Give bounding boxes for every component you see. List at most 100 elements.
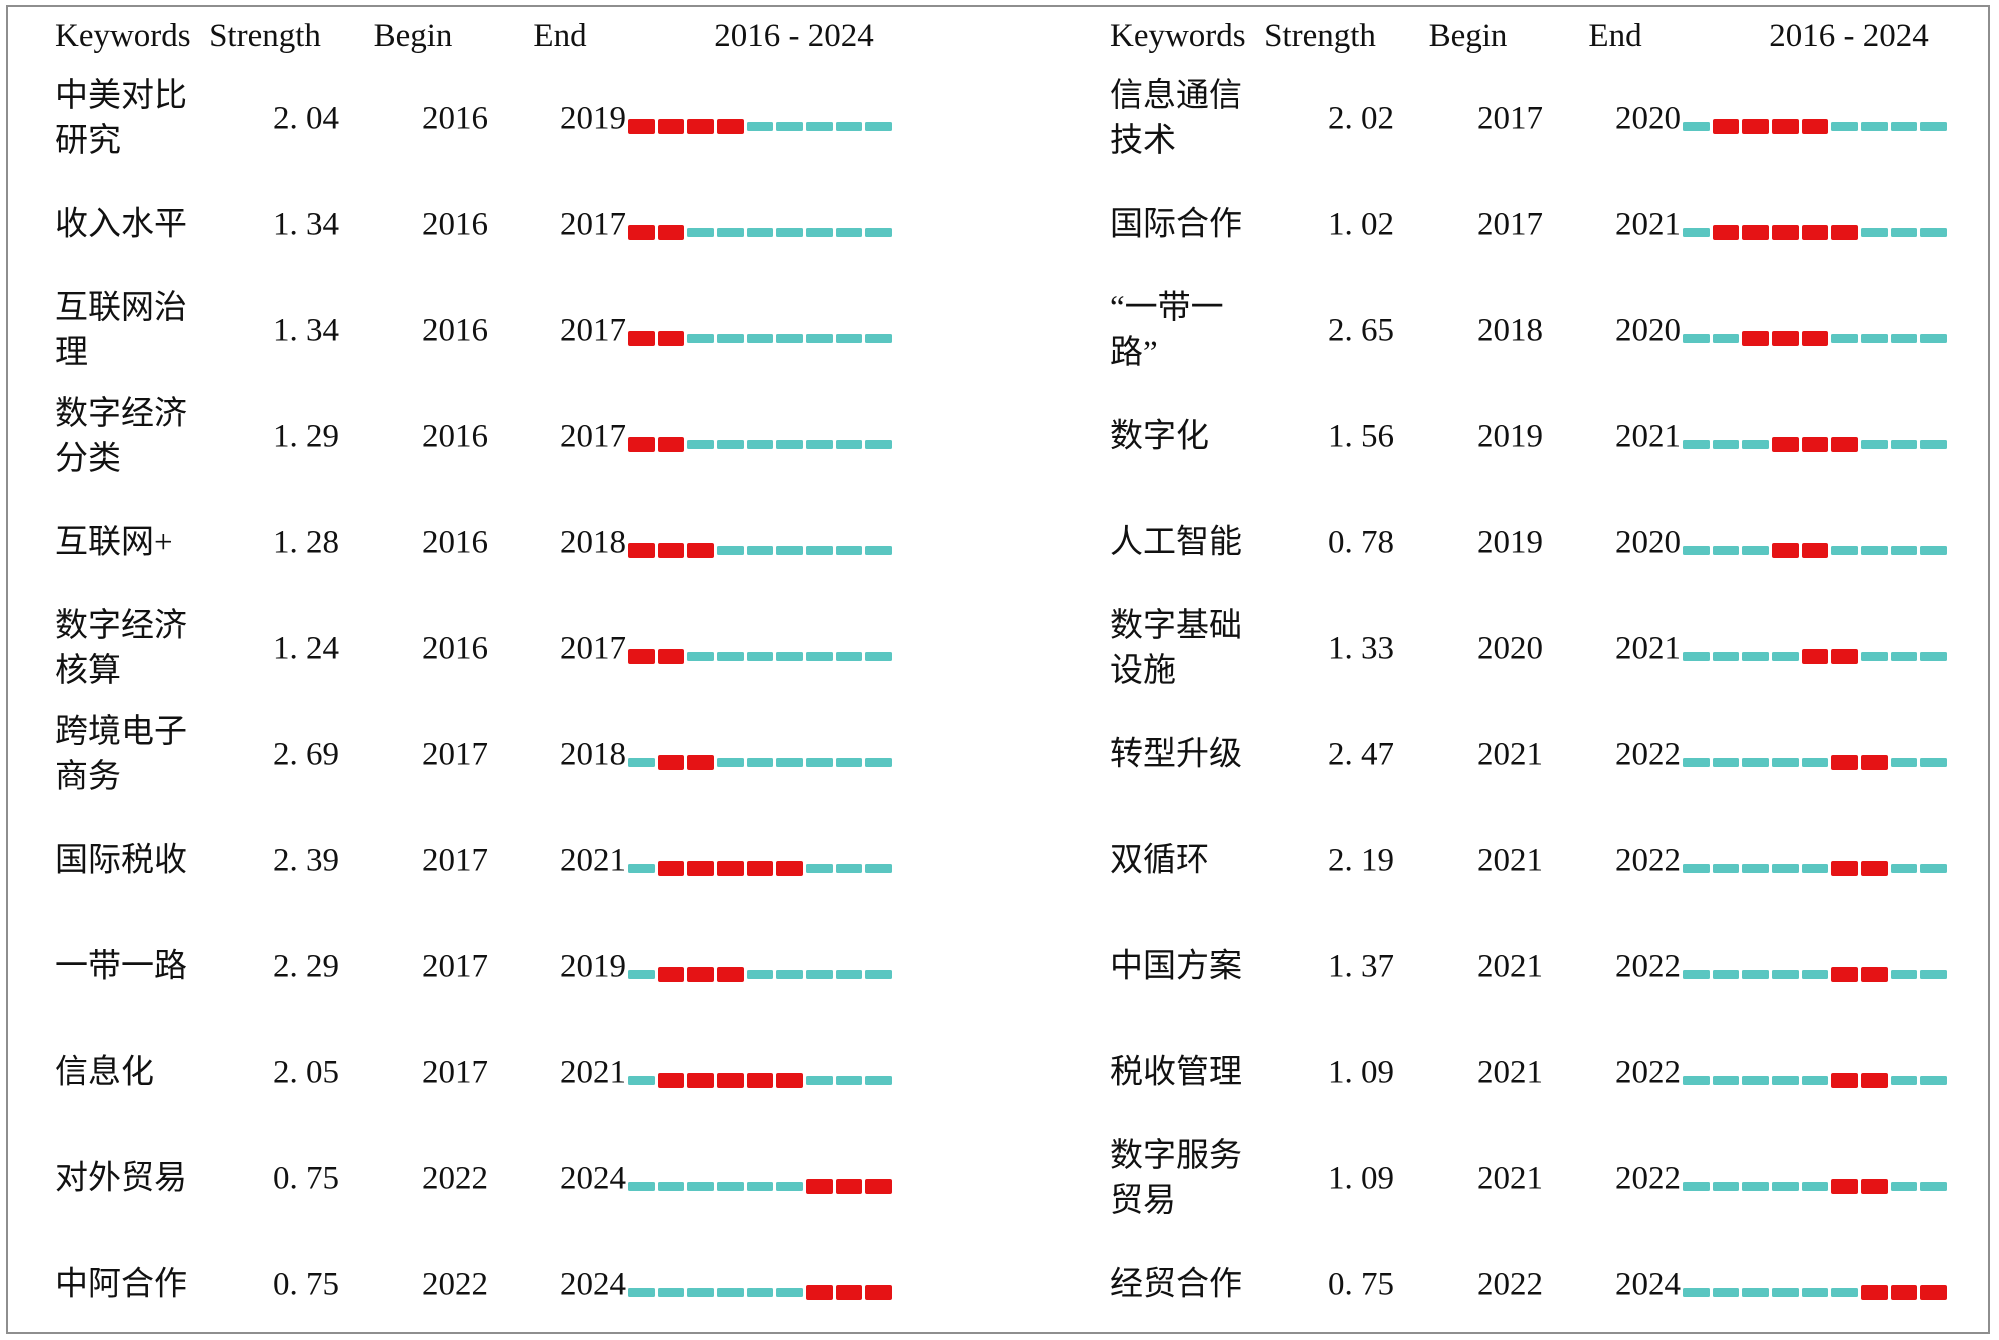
baseline-year-segment [628,863,655,873]
strength-value: 1. 02 [1328,206,1394,243]
baseline-year-segment [746,1287,774,1297]
end-year: 2017 [560,630,626,667]
baseline-year-segment [776,121,804,131]
baseline-year-segment [806,227,833,237]
burst-year-segment [1831,966,1859,982]
baseline-year-segment [1742,651,1770,661]
baseline-year-segment [687,333,715,343]
strength-value: 1. 56 [1328,418,1394,455]
table-row: 对外贸易 0. 75 2022 2024 [55,1126,960,1232]
end-year: 2018 [560,524,626,561]
burst-year-segment [1861,1178,1888,1194]
baseline-year-segment [1742,969,1770,979]
baseline-year-segment [1683,333,1710,343]
baseline-year-segment [717,333,744,343]
baseline-year-segment [776,651,804,661]
begin-year: 2016 [422,418,488,455]
baseline-year-segment [746,121,774,131]
table-row: 互联网+ 1. 28 2016 2018 [55,490,960,596]
keyword-label: 国际税收 [55,842,187,879]
end-year: 2020 [1615,524,1681,561]
baseline-year-segment [1861,439,1888,449]
baseline-year-segment [776,227,804,237]
begin-year: 2021 [1477,1160,1543,1197]
burst-year-segment [628,648,655,664]
baseline-year-segment [1831,1287,1859,1297]
burst-year-segment [628,542,655,558]
end-year: 2022 [1615,948,1681,985]
baseline-year-segment [628,757,655,767]
burst-year-segment [717,860,744,876]
burst-timeline-bar [628,118,893,134]
keyword-label: 数字经济分类 [55,396,187,477]
baseline-year-segment [746,969,774,979]
burst-year-segment [717,1072,744,1088]
keyword-label: 双循环 [1110,842,1209,879]
column-header-year-range: 2016 - 2024 [1769,18,1929,54]
keyword-label: 国际合作 [1110,206,1242,243]
baseline-year-segment [1742,863,1770,873]
burst-timeline-bar [1683,1072,1948,1088]
burst-year-segment [746,860,774,876]
burst-year-segment [628,436,655,452]
baseline-year-segment [746,651,774,661]
end-year: 2022 [1615,1054,1681,1091]
baseline-year-segment [776,969,804,979]
keyword-label: 互联网+ [55,524,173,561]
baseline-year-segment [1920,227,1948,237]
column-header-keywords: Keywords [55,18,191,54]
baseline-year-segment [657,1287,685,1297]
table-row: 数字化 1. 56 2019 2021 [1110,384,1999,490]
baseline-year-segment [865,651,893,661]
burst-year-segment [1861,754,1888,770]
burst-year-segment [657,648,685,664]
begin-year: 2022 [1477,1266,1543,1303]
burst-year-segment [1831,1178,1859,1194]
baseline-year-segment [806,863,833,873]
table-row: 跨境电子商务 2. 69 2017 2018 [55,702,960,808]
begin-year: 2021 [1477,948,1543,985]
baseline-year-segment [657,1181,685,1191]
end-year: 2021 [1615,418,1681,455]
baseline-year-segment [1920,757,1948,767]
baseline-year-segment [1920,651,1948,661]
burst-year-segment [1801,648,1829,664]
baseline-year-segment [1712,1287,1740,1297]
burst-year-segment [657,966,685,982]
baseline-year-segment [717,439,744,449]
baseline-year-segment [1742,439,1770,449]
baseline-year-segment [1890,1181,1918,1191]
baseline-year-segment [1772,1181,1799,1191]
burst-year-segment [657,330,685,346]
table-row: 收入水平 1. 34 2016 2017 [55,172,960,278]
baseline-year-segment [865,863,893,873]
table-row: 信息化 2. 05 2017 2021 [55,1020,960,1126]
baseline-year-segment [1772,651,1799,661]
baseline-year-segment [1861,545,1888,555]
baseline-year-segment [1772,757,1799,767]
burst-timeline-bar [1683,860,1948,876]
strength-value: 1. 34 [273,206,339,243]
burst-year-segment [1712,118,1740,134]
baseline-year-segment [806,969,833,979]
table-row: 人工智能 0. 78 2019 2020 [1110,490,1999,596]
burst-timeline-bar [628,860,893,876]
baseline-year-segment [1712,651,1740,661]
burst-timeline-bar [628,1284,893,1300]
strength-value: 2. 39 [273,842,339,879]
column-header-begin: Begin [1428,18,1508,54]
strength-value: 2. 19 [1328,842,1394,879]
baseline-year-segment [1920,545,1948,555]
burst-year-segment [806,1178,833,1194]
baseline-year-segment [1861,227,1888,237]
burst-year-segment [657,224,685,240]
baseline-year-segment [835,969,863,979]
begin-year: 2016 [422,100,488,137]
table-header: Keywords Strength Begin End 2016 - 2024 [1110,18,1999,64]
burst-year-segment [1861,966,1888,982]
end-year: 2021 [560,1054,626,1091]
strength-value: 1. 33 [1328,630,1394,667]
begin-year: 2016 [422,206,488,243]
column-header-begin: Begin [373,18,453,54]
